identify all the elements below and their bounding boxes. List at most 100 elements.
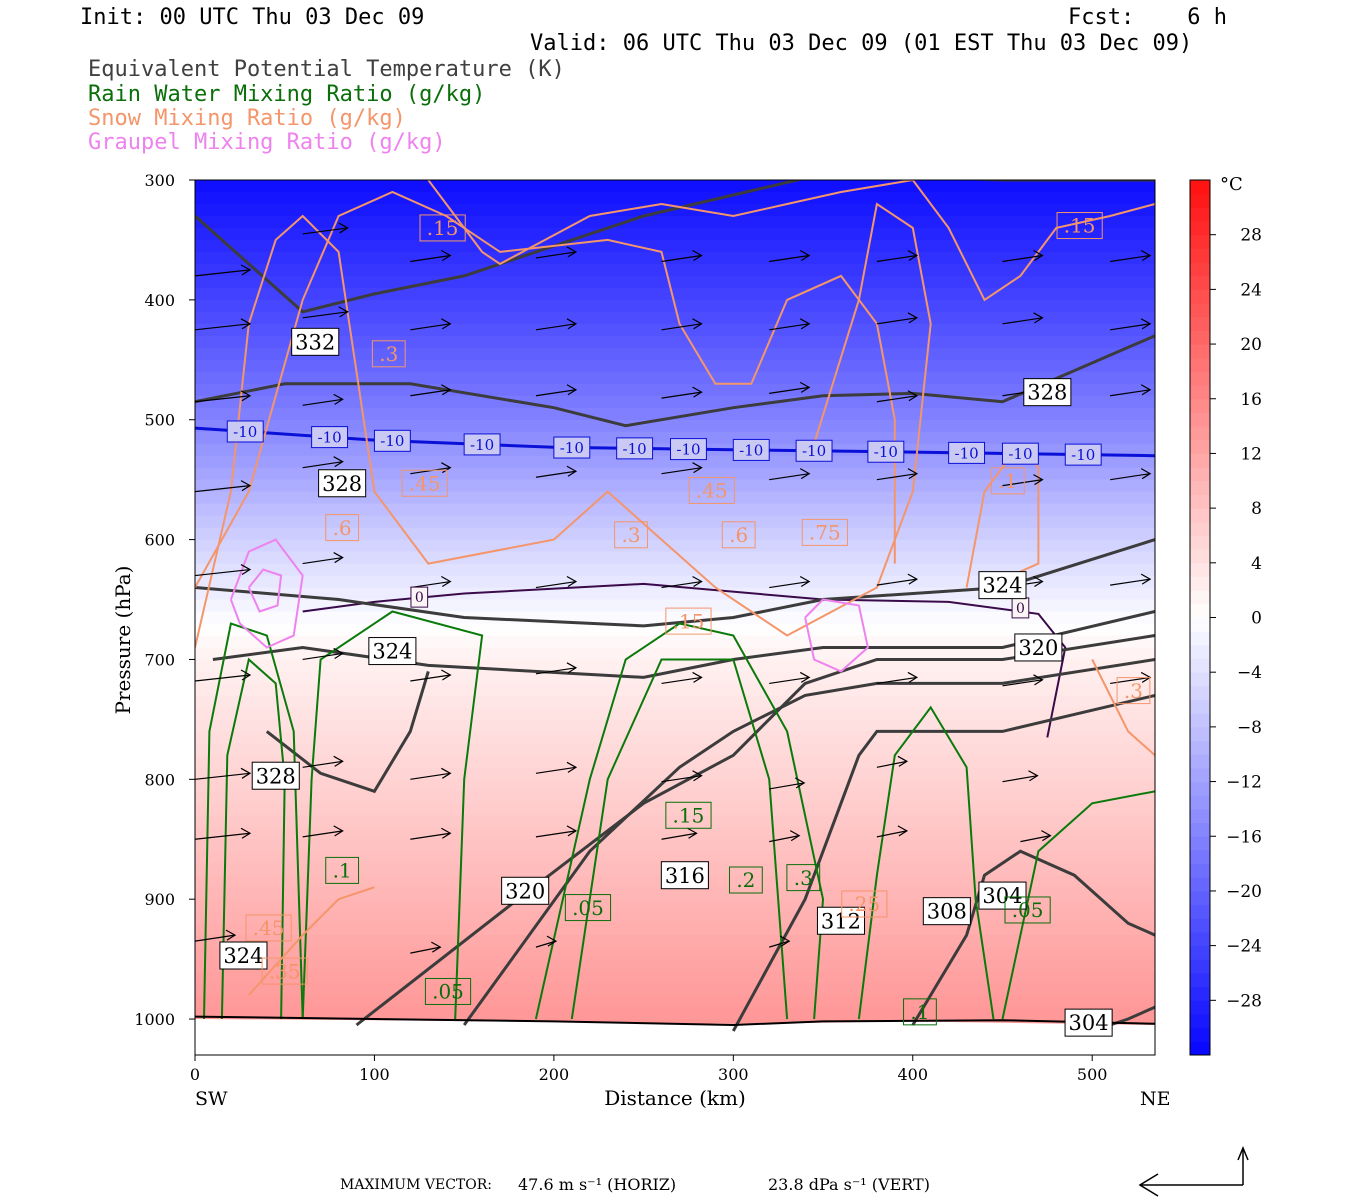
wind-vector xyxy=(535,323,577,331)
valid-time: Valid: 06 UTC Thu 03 Dec 09 (01 EST Thu … xyxy=(530,31,1193,56)
colorbar-segment xyxy=(1190,303,1210,318)
temperature-band xyxy=(195,203,1155,217)
snow-label-box xyxy=(1116,677,1151,705)
wind-vector xyxy=(876,317,917,325)
colorbar-segment xyxy=(1190,849,1210,865)
rain-label-box xyxy=(1004,896,1051,924)
wind-vector-head xyxy=(441,462,452,474)
wind-vector xyxy=(302,652,343,661)
snow-label-box xyxy=(261,957,308,985)
temperature-band xyxy=(195,479,1155,493)
colorbar-segment xyxy=(1190,590,1210,605)
wind-vector-head xyxy=(240,480,252,492)
colorbar-segment xyxy=(1190,439,1210,454)
colorbar-segment xyxy=(1190,467,1210,482)
rain-label: .2 xyxy=(736,868,755,892)
temperature-band xyxy=(195,767,1155,780)
wind-vector-head xyxy=(692,462,703,474)
wind-vector xyxy=(1110,323,1151,331)
temperature-band xyxy=(195,887,1155,900)
wind-vector-head xyxy=(692,576,703,588)
colorbar-segment xyxy=(1190,713,1210,728)
temperature-band xyxy=(195,551,1155,565)
freezing-level-label: 0 xyxy=(415,590,424,606)
colorbar-segment xyxy=(1190,576,1210,591)
snow-label-box xyxy=(325,514,360,542)
colorbar-segment xyxy=(1190,767,1210,783)
wind-vector-head xyxy=(240,827,252,839)
colorbar-segment xyxy=(1190,904,1210,919)
snow-label-box xyxy=(1056,212,1103,240)
wind-vector-head xyxy=(907,671,919,683)
wind-vector xyxy=(769,323,810,331)
wind-vector xyxy=(876,473,917,481)
snow-label: .35 xyxy=(269,959,301,983)
temperature-band xyxy=(195,599,1155,613)
theta-e-label: 316 xyxy=(665,864,705,888)
x-left-end-label: SW xyxy=(195,1088,228,1110)
plot-frame xyxy=(194,179,1156,1056)
snow-label-box xyxy=(371,340,406,368)
colorbar-tick-label: 12 xyxy=(1240,444,1262,464)
wind-vector-head xyxy=(566,825,578,837)
wind-vector-head xyxy=(441,767,452,779)
colorbar-segment xyxy=(1190,658,1210,673)
rain-label-box xyxy=(665,801,712,829)
wind-vector xyxy=(302,398,343,406)
theta-e-contour xyxy=(731,693,1155,1032)
rain-water-contour xyxy=(570,658,789,1020)
wind-vector xyxy=(1110,578,1151,586)
wind-vector-head xyxy=(546,935,558,947)
colorbar-segment xyxy=(1190,371,1210,386)
wind-vector xyxy=(661,580,702,589)
isotherm-minus10-label: -10 xyxy=(955,444,979,462)
temperature-band xyxy=(195,287,1155,301)
theta-e-label-box xyxy=(978,571,1027,600)
colorbar-segment xyxy=(1190,863,1210,878)
snow-label: .15 xyxy=(673,609,705,633)
theta-e-label: 332 xyxy=(295,330,335,354)
wind-vector xyxy=(876,830,907,838)
wind-vector xyxy=(769,254,810,263)
wind-vector-head xyxy=(692,770,703,782)
colorbar-segment xyxy=(1190,672,1210,687)
y-tick-label: 400 xyxy=(144,291,175,310)
theta-e-label-box xyxy=(219,941,268,970)
colorbar-segment xyxy=(1190,330,1210,345)
temperature-band xyxy=(195,707,1155,720)
wind-vector-head xyxy=(692,249,703,262)
wind-vector xyxy=(302,311,348,319)
wind-vector-head xyxy=(240,390,252,402)
wind-vector xyxy=(1110,473,1151,481)
wind-vector-head xyxy=(799,381,811,393)
snow-label: .3 xyxy=(1124,679,1143,703)
colorbar-segment xyxy=(1190,822,1210,837)
theta-e-contour xyxy=(195,538,1155,628)
colorbar-segment xyxy=(1190,918,1210,933)
snow-label: .15 xyxy=(1064,214,1096,238)
colorbar-segment xyxy=(1190,549,1210,564)
colorbar-tick-label: 8 xyxy=(1251,499,1262,519)
temperature-band xyxy=(195,419,1155,433)
temperature-band xyxy=(195,671,1155,685)
wind-vector xyxy=(876,254,917,263)
wind-vector-head xyxy=(907,249,919,262)
snow-label: .45 xyxy=(253,916,285,940)
wind-vector xyxy=(195,934,236,942)
colorbar-segment xyxy=(1190,685,1210,701)
temperature-band xyxy=(195,827,1155,840)
wind-vector-head xyxy=(1033,312,1044,324)
theta-e-label-box xyxy=(1064,1008,1113,1037)
temperature-band xyxy=(195,959,1155,972)
temperature-band xyxy=(195,563,1155,577)
wind-vector xyxy=(195,485,251,493)
snow-label-box xyxy=(665,607,712,635)
colorbar-segment xyxy=(1190,494,1210,509)
wind-vector xyxy=(410,832,451,840)
wind-vector-head xyxy=(779,935,791,947)
snow-contour xyxy=(248,886,375,996)
theta-e-label: 312 xyxy=(821,909,861,933)
x-tick-label: 0 xyxy=(190,1065,200,1084)
wind-vector xyxy=(302,556,343,565)
theta-e-label-box xyxy=(368,637,417,666)
